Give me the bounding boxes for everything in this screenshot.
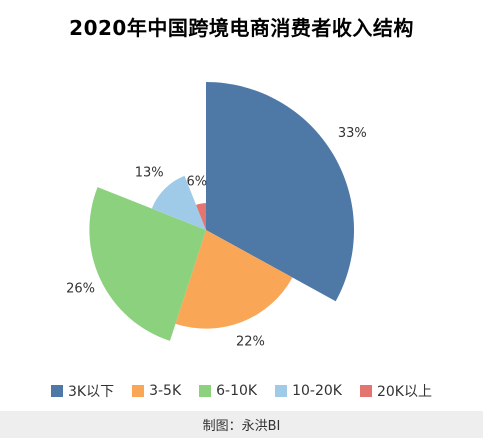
rose-chart: 33% 22% 26% 13% 6% [66, 82, 367, 350]
chart-title: 2020年中国跨境电商消费者收入结构 [69, 16, 414, 40]
slice-label-20K以上: 6% [186, 175, 207, 190]
slice-3K以下 [206, 82, 354, 302]
legend-item-6-10K[interactable]: 6-10K [199, 381, 257, 401]
legend-item-10-20K[interactable]: 10-20K [275, 381, 342, 401]
legend: 3K以下 3-5K 6-10K 10-20K 20K以上 [0, 381, 483, 401]
legend-label: 3-5K [149, 383, 182, 399]
legend-swatch [275, 385, 288, 397]
legend-item-20K以上[interactable]: 20K以上 [359, 381, 432, 401]
legend-label: 10-20K [292, 383, 342, 399]
footer-credit: 制图：永洪BI [0, 411, 483, 438]
labels-group: 33% 22% 26% 13% 6% [66, 126, 367, 350]
slice-label-3-5K: 22% [236, 335, 265, 350]
legend-swatch [199, 385, 212, 397]
legend-swatch [132, 385, 145, 397]
legend-swatch [359, 385, 372, 397]
slices-group [89, 82, 354, 341]
legend-label: 6-10K [216, 383, 258, 399]
slice-3-5K [175, 230, 293, 329]
slice-label-3K以下: 33% [338, 126, 367, 141]
slice-label-10-20K: 13% [135, 166, 164, 181]
slice-6-10K [89, 187, 206, 341]
slice-label-6-10K: 26% [66, 282, 95, 297]
legend-item-3K以下[interactable]: 3K以下 [51, 381, 114, 401]
legend-label: 3K以下 [68, 384, 115, 400]
legend-swatch [51, 385, 63, 397]
slice-10-20K [151, 175, 206, 230]
slice-20K以上 [196, 203, 206, 230]
legend-item-3-5K[interactable]: 3-5K [132, 381, 181, 401]
legend-label: 20K以上 [376, 384, 432, 400]
